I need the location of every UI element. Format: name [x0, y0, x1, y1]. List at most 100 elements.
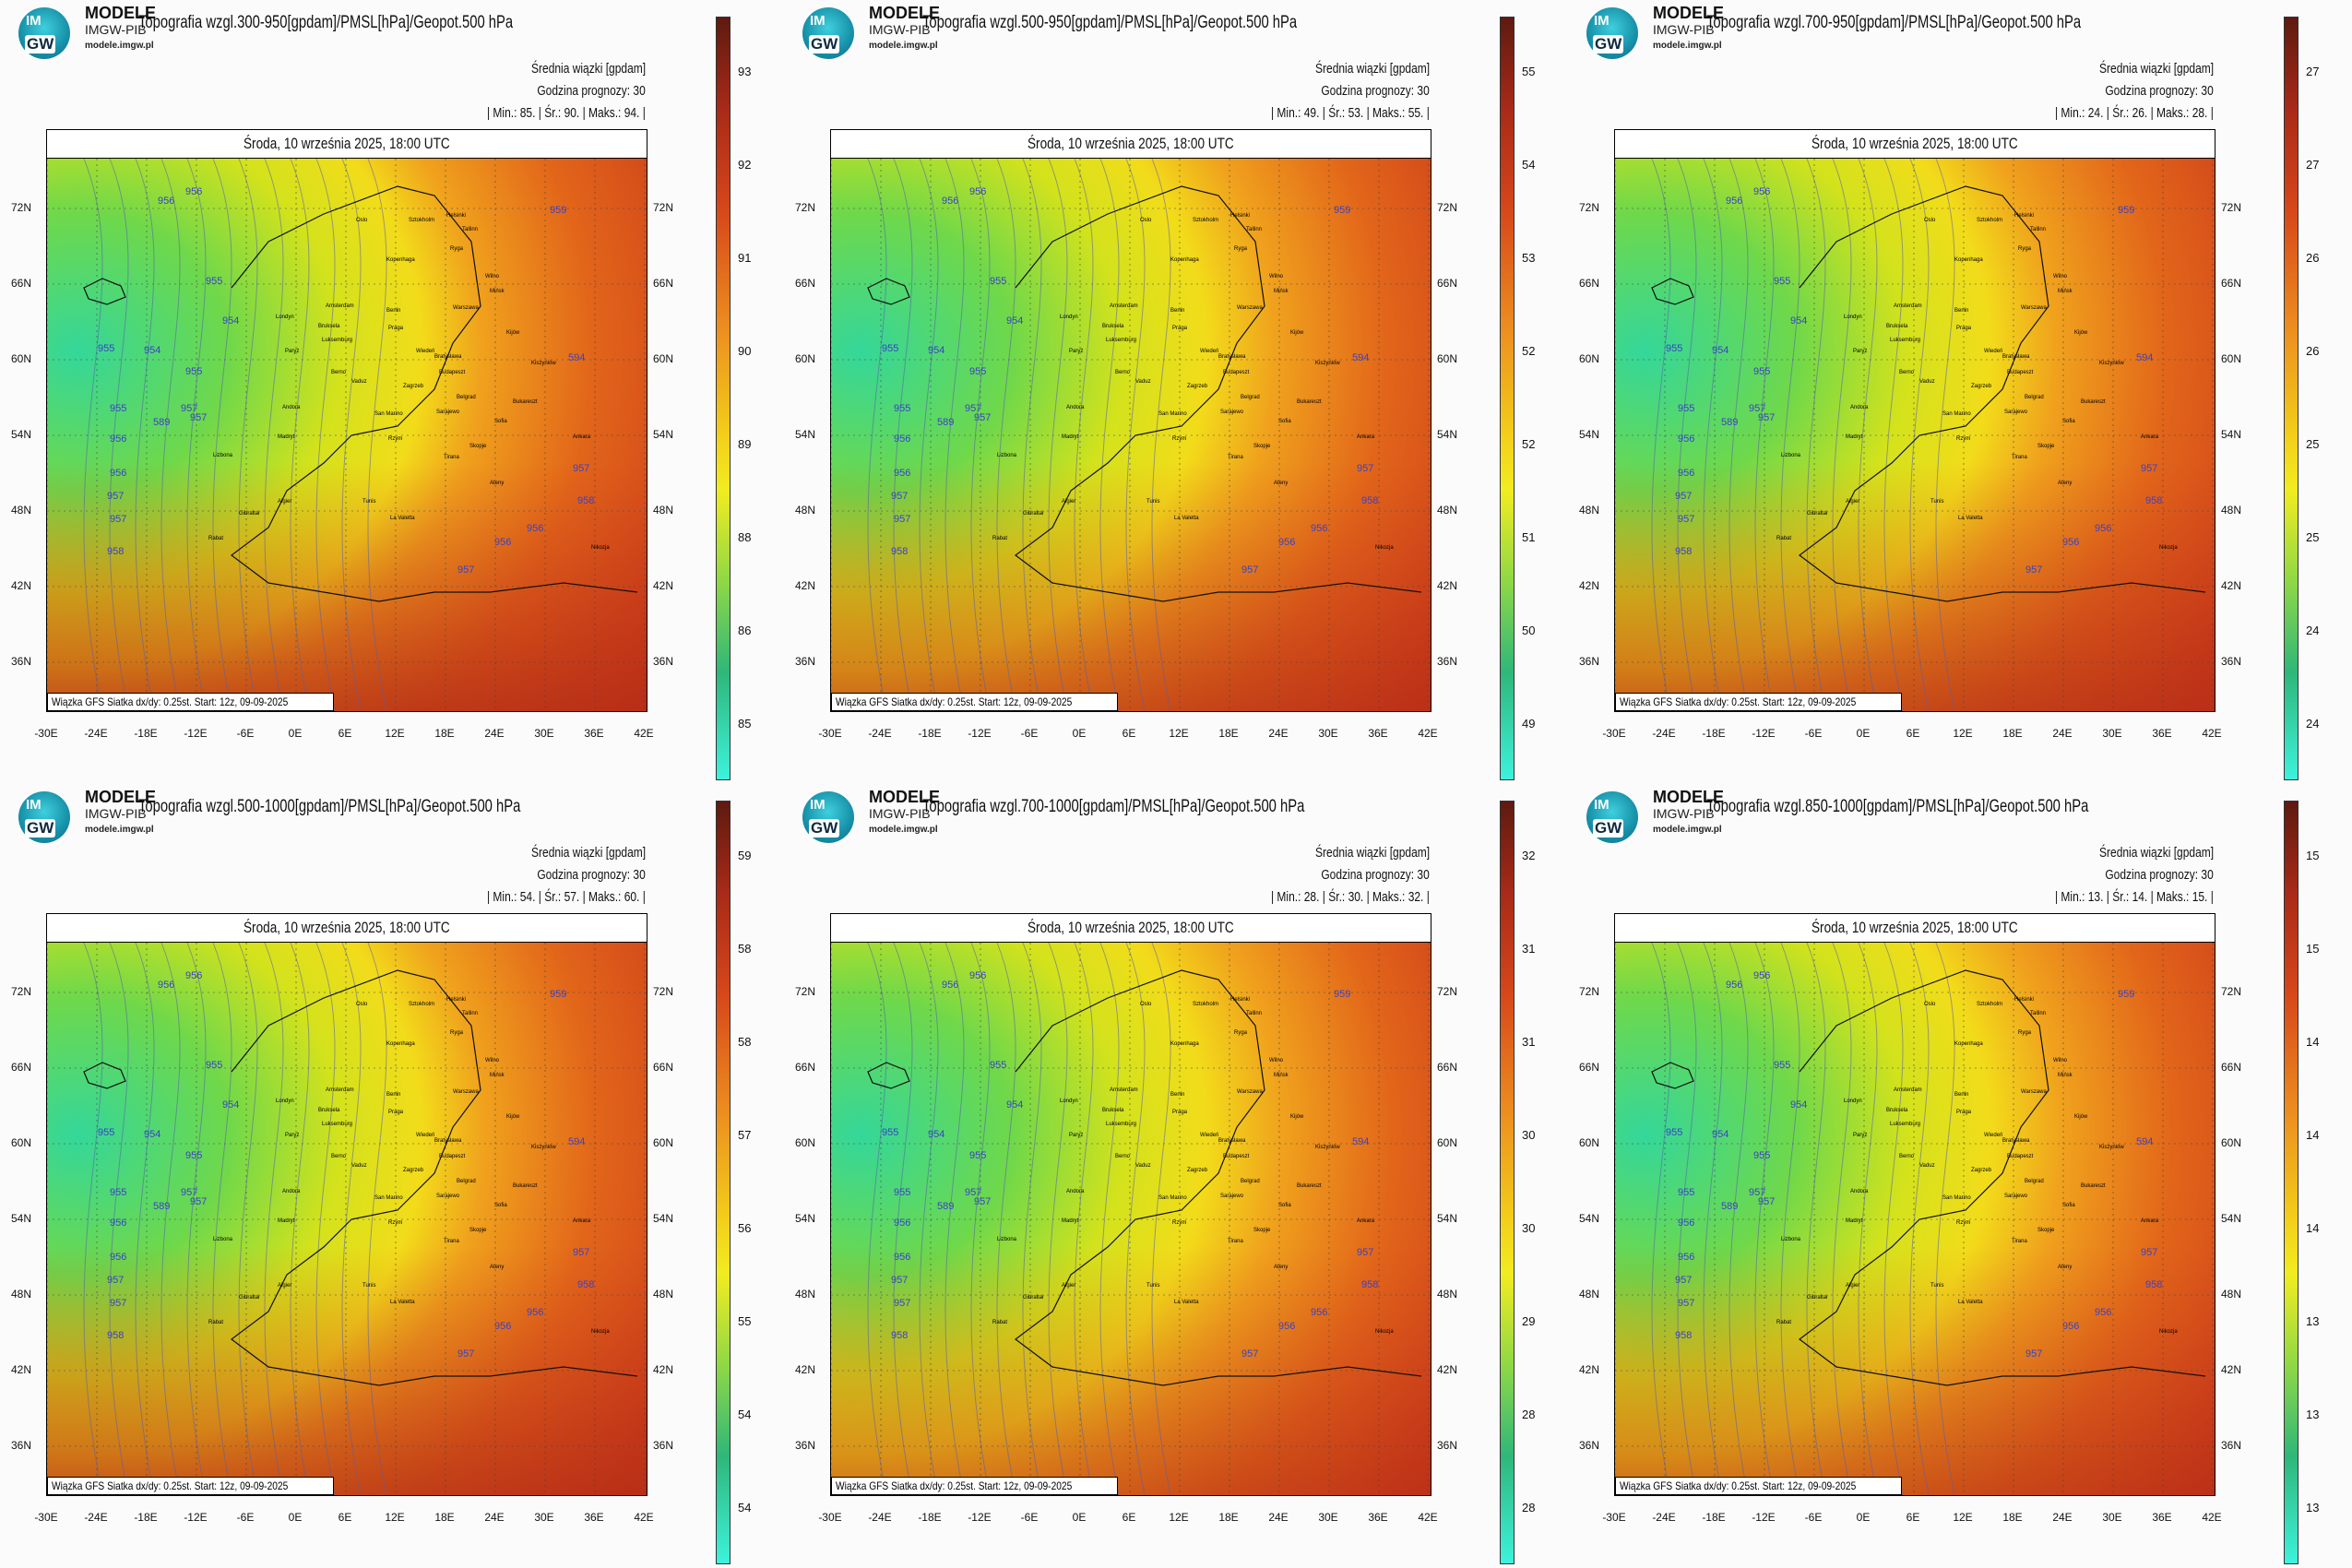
pressure-isoline	[290, 159, 310, 711]
city-label: Skopje	[2037, 444, 2055, 449]
brand-url[interactable]: modele.imgw.pl	[85, 41, 154, 51]
pressure-isoline	[186, 943, 207, 1495]
contour-label: 954	[1712, 1129, 1729, 1140]
city-label: Rzym	[388, 436, 403, 442]
contour-label: 955	[206, 1060, 223, 1071]
longitude-label: -12E	[1752, 1511, 1776, 1524]
contour-label: 955	[969, 1150, 987, 1161]
city-label: Andora	[282, 1189, 301, 1194]
city-label: Kopenhaga	[1954, 257, 1983, 263]
city-label: Vaduz	[1135, 379, 1151, 385]
city-label: Sztokholm	[1977, 218, 2003, 223]
source-note: Wiązka GFS Siatka dx/dy: 0.25st. Start: …	[831, 1477, 1119, 1495]
city-label: Tunis	[362, 1283, 376, 1289]
city-label: Nikozja	[591, 1329, 610, 1335]
contour-label: 957	[1675, 1275, 1693, 1286]
colorbar-tick-label: 30	[1522, 1128, 1536, 1142]
colorbar-tick-label: 85	[738, 717, 752, 731]
contour-label: 957	[181, 1187, 198, 1198]
latitude-label-left: 36N	[11, 1439, 32, 1452]
city-label: Ryga	[1234, 1030, 1248, 1036]
city-label: Ateny	[2058, 1265, 2073, 1270]
coastline	[1799, 185, 2206, 602]
longitude-label: 0E	[288, 727, 303, 740]
latitude-label-left: 42N	[11, 579, 32, 592]
latitude-label-left: 36N	[795, 655, 816, 668]
pressure-isoline	[109, 159, 129, 711]
brand-url[interactable]: modele.imgw.pl	[869, 41, 938, 51]
panel-title: Topografia wzgl.500-950[gpdam]/PMSL[hPa]…	[922, 13, 1298, 32]
longitude-label: 36E	[584, 727, 604, 740]
colorbar-tick-label: 24	[2306, 624, 2320, 637]
colorbar-tick-label: 58	[738, 1035, 752, 1049]
city-label: Wiedeń	[1984, 1133, 2003, 1138]
panel-title: Topografia wzgl.300-950[gpdam]/PMSL[hPa]…	[138, 13, 514, 32]
panel-title: Topografia wzgl.850-1000[gpdam]/PMSL[hPa…	[1706, 797, 2089, 816]
city-label: Belgrad	[2025, 395, 2044, 400]
longitude-label: 12E	[1169, 1511, 1189, 1524]
longitude-label: -24E	[1652, 1511, 1676, 1524]
pressure-isoline	[1832, 943, 1852, 1495]
latitude-label-right: 48N	[653, 504, 674, 517]
city-label: Wiedeń	[416, 1133, 435, 1138]
city-label: Kiszyniów	[1315, 1145, 1340, 1150]
colorbar-tick-label: 28	[1522, 1408, 1536, 1421]
city-label: Rzym	[1172, 1220, 1187, 1226]
contour-label: 957	[2025, 1348, 2043, 1360]
longitude-label: -30E	[34, 1511, 58, 1524]
source-note: Wiązka GFS Siatka dx/dy: 0.25st. Start: …	[47, 693, 335, 711]
city-label: Londyn	[1060, 1099, 1078, 1104]
city-label: Vaduz	[351, 379, 367, 385]
map-frame: Środa, 10 września 2025, 18:00 UTC Oslo S…	[46, 913, 647, 1496]
longitude-label: -6E	[1804, 1511, 1823, 1524]
pressure-isoline	[1909, 159, 1930, 711]
city-label: Rzym	[1956, 436, 1971, 442]
longitude-label: 24E	[484, 727, 505, 740]
brand-institute: IMGW-PIB	[869, 22, 931, 37]
brand-url[interactable]: modele.imgw.pl	[1653, 41, 1722, 51]
longitude-label: -18E	[918, 727, 942, 740]
contour-label: 955	[1666, 343, 1683, 354]
longitude-label: -24E	[1652, 727, 1676, 740]
city-label: Rzym	[1956, 1220, 1971, 1226]
pressure-isoline	[1022, 943, 1042, 1495]
latitude-label-left: 48N	[795, 504, 816, 517]
coastline	[1015, 185, 1422, 602]
city-label: Berno	[1115, 1154, 1131, 1159]
contour-label: 957	[974, 412, 992, 423]
brand-url[interactable]: modele.imgw.pl	[85, 825, 154, 835]
city-label: La Valetta	[390, 1300, 415, 1305]
contour-label: 589	[153, 1201, 171, 1212]
colorbar-tick-label: 86	[738, 624, 752, 637]
colorbar-tick-label: 24	[2306, 717, 2320, 731]
city-label: Oslo	[356, 1002, 368, 1007]
brand-url[interactable]: modele.imgw.pl	[869, 825, 938, 835]
contour-label: 957	[457, 564, 475, 576]
latitude-label-right: 60N	[1437, 1136, 1458, 1149]
pressure-isoline	[1806, 159, 1826, 711]
city-label: Sofia	[494, 419, 507, 424]
colorbar-tick-label: 27	[2306, 65, 2320, 78]
contour-label: 956	[185, 186, 203, 197]
contour-label: 955	[1774, 276, 1791, 287]
brand-url[interactable]: modele.imgw.pl	[1653, 825, 1722, 835]
longitude-label: -6E	[1804, 727, 1823, 740]
colorbar-tick-label: 28	[1522, 1501, 1536, 1515]
contour-label: 954	[1712, 345, 1729, 356]
city-label: Wiedeń	[416, 349, 435, 354]
longitude-label: 30E	[2102, 1511, 2122, 1524]
contour-label: 956	[942, 196, 959, 207]
city-label: San Marino	[1158, 1195, 1187, 1201]
colorbar-tick-label: 26	[2306, 344, 2320, 358]
forecast-panel: IM GW MODELE IMGW-PIB modele.imgw.pl Topograf…	[784, 784, 1568, 1568]
latitude-label-right: 54N	[1437, 428, 1458, 441]
longitude-label: -18E	[1702, 1511, 1726, 1524]
city-label: Kopenhaga	[1170, 257, 1199, 263]
city-label: Belgrad	[457, 1179, 476, 1184]
city-label: Amsterdam	[326, 1087, 354, 1093]
longitude-label: -6E	[1020, 727, 1039, 740]
latitude-label-left: 36N	[11, 655, 32, 668]
city-label: Ankara	[573, 1218, 591, 1224]
stats-line: | Min.: 49. | Śr.: 53. | Maks.: 55. |	[1271, 105, 1430, 121]
city-label: Paryż	[285, 1133, 300, 1138]
